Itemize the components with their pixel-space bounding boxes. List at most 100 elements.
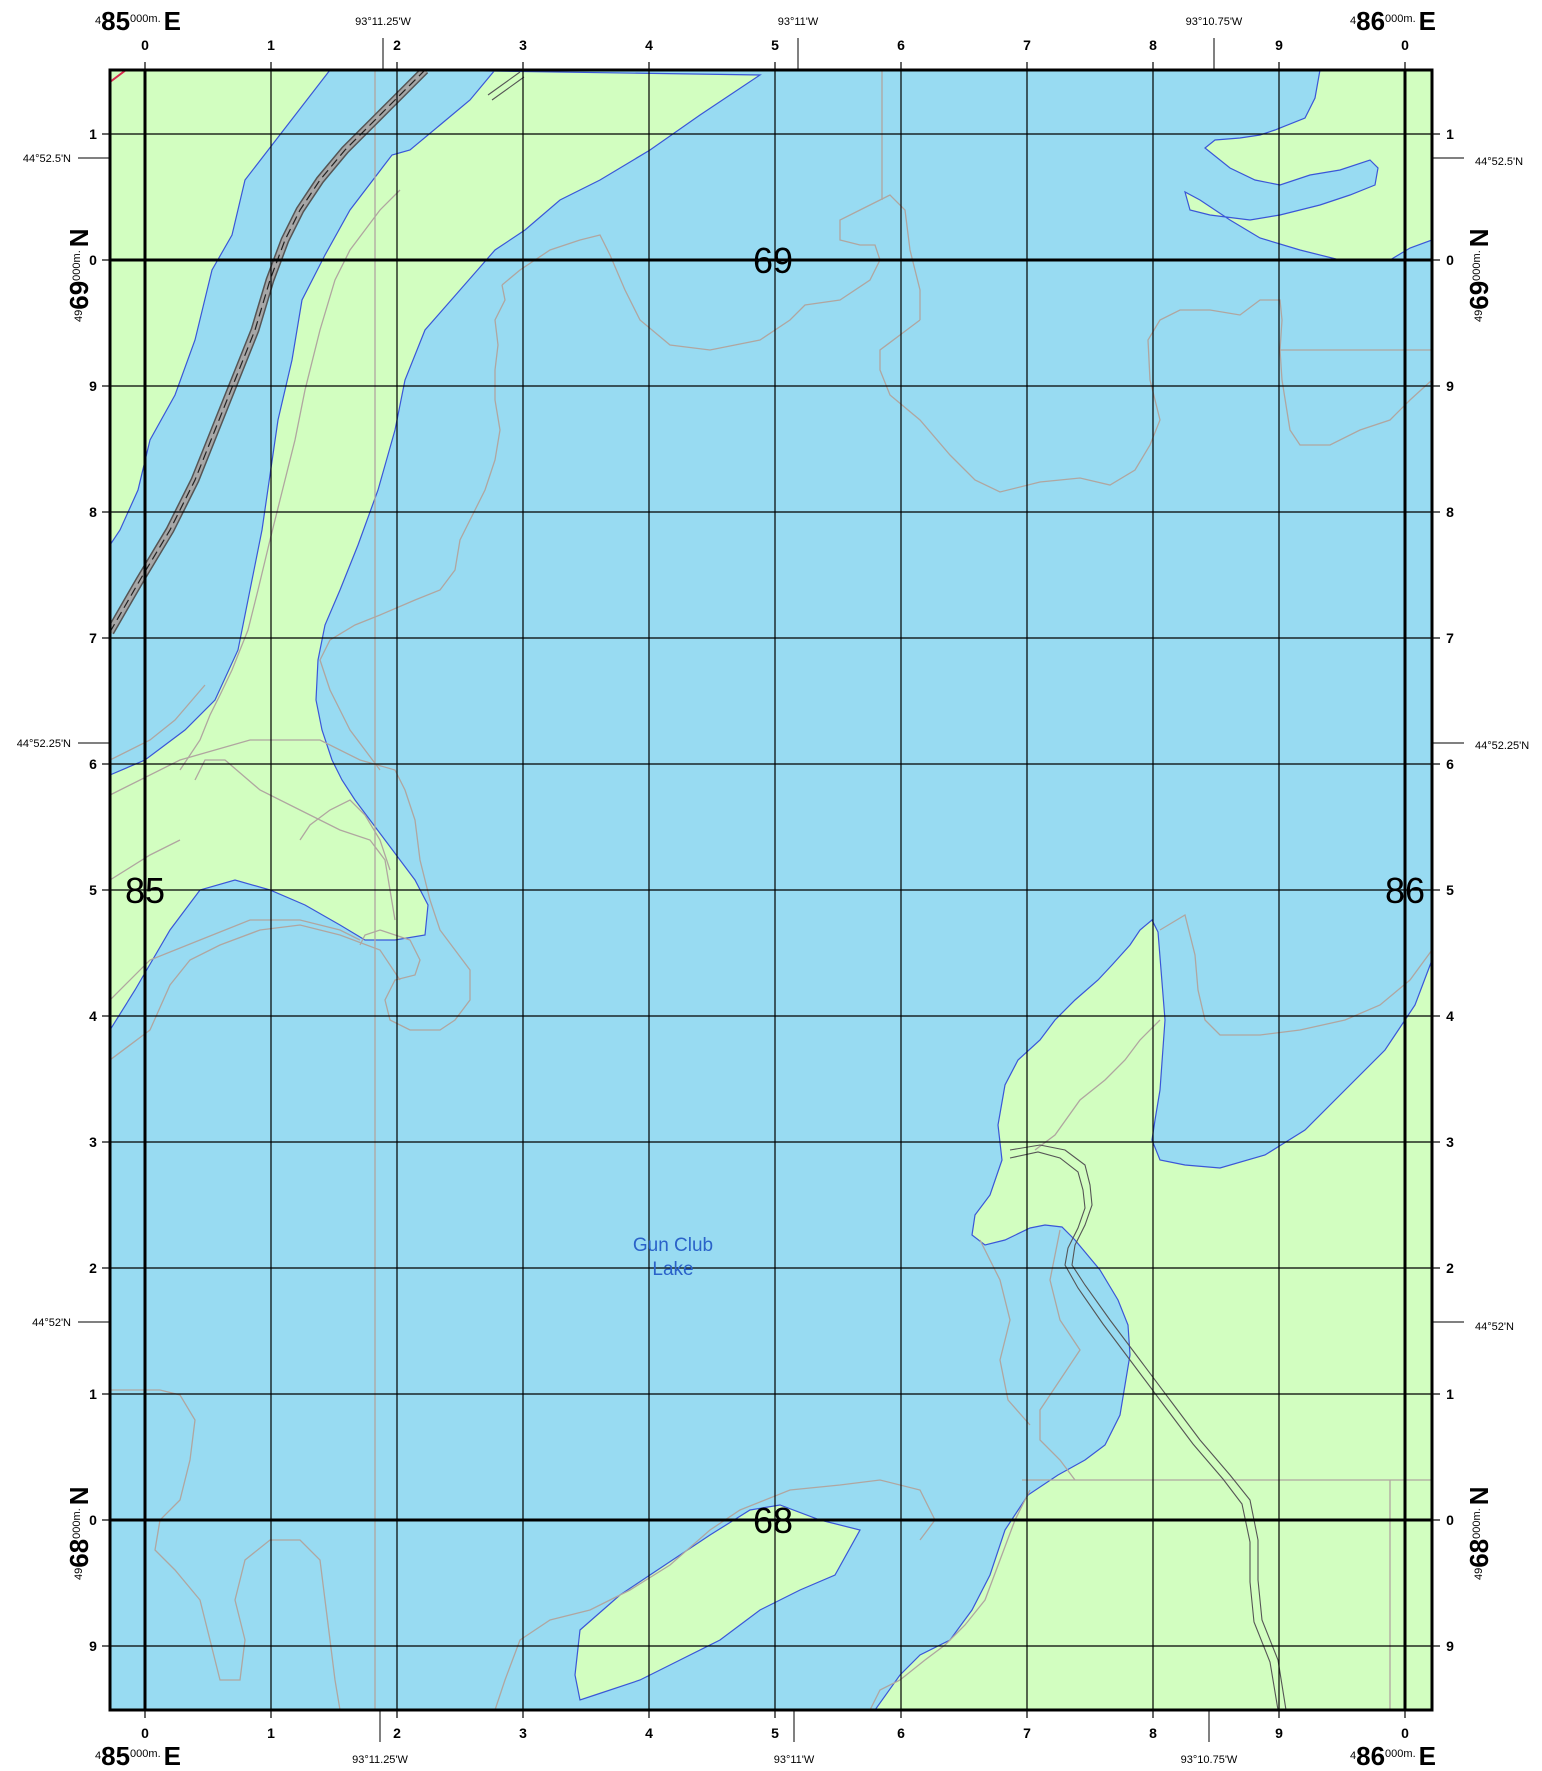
road-line	[491, 76, 525, 101]
northing-tick-label: 3	[1446, 1134, 1454, 1150]
contour-lines	[110, 70, 1432, 1710]
latitude-label: 44°52'N	[1475, 1321, 1514, 1333]
northing-tick-label: 2	[89, 1260, 97, 1276]
contour-line	[179, 189, 401, 771]
major-grid-labels: 85 86 69 68	[125, 240, 1425, 1541]
easting-tick-label: 6	[897, 1725, 905, 1741]
road-line	[1009, 1144, 1287, 1710]
contour-line	[979, 1239, 1031, 1426]
major-grid-label: 69	[753, 240, 793, 281]
easting-label-top-left: 485000m. E	[95, 6, 181, 36]
northing-tick-label: 1	[1446, 126, 1454, 142]
easting-tick-label: 5	[771, 1725, 779, 1741]
northing-label-right-lower: 4968000m.N	[1464, 1486, 1494, 1580]
contour-line	[319, 284, 506, 771]
easting-tick-label: 4	[645, 1725, 653, 1741]
easting-tick-label: 1	[267, 1725, 275, 1741]
easting-tick-label: 9	[1275, 1725, 1283, 1741]
easting-tick-label: 3	[519, 37, 527, 53]
easting-tick-label: 0	[141, 1725, 149, 1741]
contour-line	[154, 1389, 341, 1710]
south-island	[574, 1504, 861, 1701]
northing-tick-label: 4	[1446, 1008, 1454, 1024]
easting-tick-label: 8	[1149, 1725, 1157, 1741]
major-grid-label: 86	[1385, 870, 1425, 911]
northing-label-left-upper: 4969000m.N	[64, 228, 94, 322]
northing-tick-label: 9	[89, 378, 97, 394]
easting-tick-label: 0	[1401, 37, 1409, 53]
northing-tick-label: 3	[89, 1134, 97, 1150]
latitude-label: 44°52'N	[32, 1317, 71, 1329]
northing-tick-label: 1	[1446, 1386, 1454, 1402]
lake-name-line1: Gun Club	[633, 1235, 713, 1256]
latitude-marks	[78, 157, 1464, 1323]
longitude-label: 93°10.75'W	[1181, 1754, 1238, 1766]
northing-tick-label: 0	[89, 1512, 97, 1528]
northing-tick-label: 4	[89, 1008, 97, 1024]
longitude-label: 93°11'W	[774, 1754, 815, 1766]
roads	[487, 71, 1287, 1710]
longitude-label: 93°11'W	[778, 16, 819, 28]
railroad-centerline	[110, 70, 426, 633]
latitude-labels: 44°52.5'N 44°52.25'N 44°52'N 44°52.5'N 4…	[17, 153, 1529, 1333]
northing-tick-label: 2	[1446, 1260, 1454, 1276]
contour-line	[299, 799, 391, 871]
easting-label-top-right: 486000m. E	[1350, 6, 1436, 36]
easting-tick-label: 0	[141, 37, 149, 53]
northing-side-labels: 4969000m.N 4968000m.N 4969000m.N 4968000…	[64, 228, 1494, 1580]
longitude-marks	[379, 38, 1215, 1742]
longitude-label: 93°11.25'W	[355, 16, 411, 28]
easting-label-bottom-right: 486000m. E	[1350, 1741, 1436, 1771]
grid-lines	[110, 70, 1432, 1710]
lake-name-line2: Lake	[652, 1259, 693, 1280]
northing-label-right-upper: 4969000m.N	[1464, 228, 1494, 322]
northing-tick-label: 0	[1446, 252, 1454, 268]
easting-tick-label: 3	[519, 1725, 527, 1741]
contour-line	[501, 194, 921, 351]
northing-tick-label: 5	[89, 882, 97, 898]
northing-tick-label: 5	[1446, 882, 1454, 898]
northing-tick-label: 0	[1446, 1512, 1454, 1528]
easting-label-bottom-left: 485000m. E	[95, 1741, 181, 1771]
northing-tick-label: 9	[89, 1638, 97, 1654]
contour-line	[1039, 1229, 1081, 1481]
northing-tick-label: 7	[89, 630, 97, 646]
contour-line	[194, 759, 396, 921]
latitude-label: 44°52.5'N	[23, 153, 71, 165]
contour-line	[110, 924, 401, 1061]
contour-line	[110, 684, 206, 761]
northing-tick-label: 6	[1446, 756, 1454, 772]
northwest-land	[110, 70, 331, 547]
contour-line	[110, 839, 181, 881]
contour-line	[1034, 1019, 1161, 1151]
easting-tick-label: 4	[645, 37, 653, 53]
road-line	[1009, 1151, 1279, 1710]
contour-line	[879, 299, 1432, 493]
contour-line	[110, 919, 361, 1001]
grid-tick-labels: 0 0 1 1 2 2 3 3 4 4 5 5 6 6 7 7 8 8 9 9 0 0 1 1 0 0 9 9 8 8 7 7 6 6 5 5 4 4 3 3…	[89, 37, 1454, 1741]
easting-tick-label: 2	[393, 1725, 401, 1741]
boundary-line	[110, 70, 127, 83]
road-line	[487, 71, 521, 96]
northing-tick-label: 8	[89, 504, 97, 520]
easting-tick-label: 0	[1401, 1725, 1409, 1741]
northing-tick-label: 0	[89, 252, 97, 268]
major-grid-label: 68	[753, 1500, 793, 1541]
longitude-label: 93°10.75'W	[1186, 16, 1243, 28]
map-body	[110, 70, 1432, 1710]
contour-line	[494, 1479, 936, 1710]
northing-tick-label: 6	[89, 756, 97, 772]
railroad	[110, 70, 429, 635]
northing-tick-label: 7	[1446, 630, 1454, 646]
easting-corner-labels: 485000m. E 486000m. E 485000m. E 486000m. E	[95, 6, 1436, 1771]
latitude-label: 44°52.25'N	[1475, 740, 1529, 752]
northing-tick-label: 9	[1446, 1638, 1454, 1654]
contour-line	[1159, 913, 1432, 1036]
longitude-label: 93°11.25'W	[352, 1754, 408, 1766]
longitude-labels: 93°11.25'W 93°11'W 93°10.75'W 93°11.25'W…	[352, 16, 1243, 1766]
levee-strip	[110, 70, 762, 1032]
latitude-label: 44°52.25'N	[17, 738, 71, 750]
easting-tick-label: 2	[393, 37, 401, 53]
easting-tick-label: 5	[771, 37, 779, 53]
